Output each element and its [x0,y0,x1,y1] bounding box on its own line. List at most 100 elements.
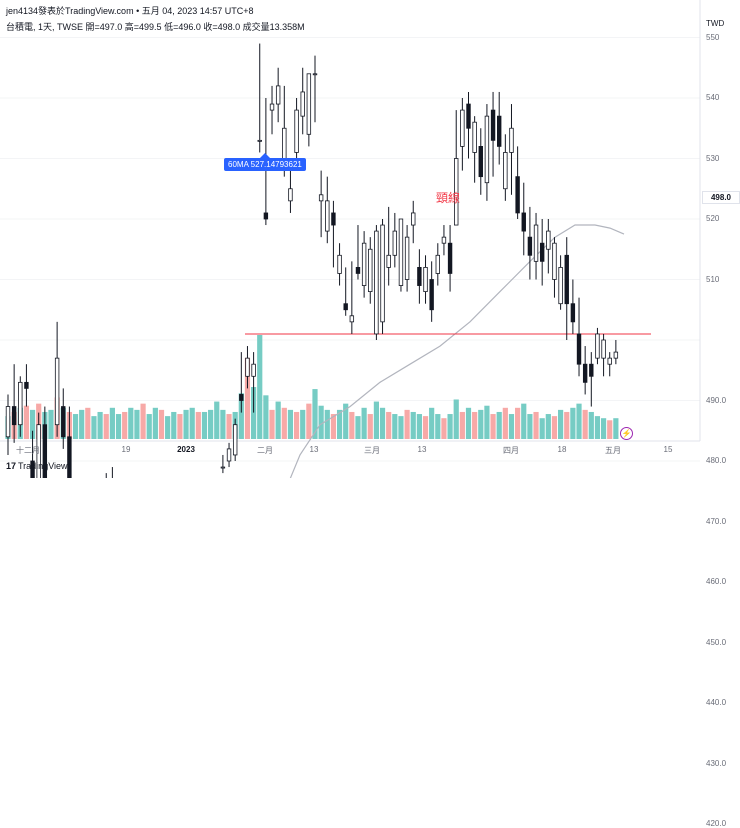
price-tick-label: 420.0 [706,819,727,828]
candle [318,170,324,238]
candle-body [539,242,545,262]
candle [306,73,312,147]
price-tick-label: 480.0 [706,456,727,465]
price-chart[interactable] [0,0,740,478]
volume-bar [435,414,441,439]
candle-body [374,230,379,335]
candle [546,219,551,274]
volume-bar [367,414,373,439]
candle-body [552,242,557,280]
candle-body [318,194,324,202]
candle-body [411,212,416,226]
candle [11,364,17,443]
candle-body [484,115,490,184]
volume-bar [177,414,183,439]
volume-bar [312,389,318,439]
candle [613,340,619,365]
volume-bar [336,409,343,439]
volume-bar [257,335,263,439]
candle [515,146,520,219]
volume-bar [343,403,349,439]
volume-bar [140,403,146,439]
volume-bar [238,393,244,439]
volume-bar [97,411,103,439]
volume-bar [613,418,619,439]
tradingview-logo[interactable]: 17 TradingView [6,461,68,471]
candle-body [564,254,569,305]
candle [460,98,465,171]
candle [552,237,557,298]
candle [441,225,447,256]
volume-bar [484,405,490,439]
lightning-icon[interactable]: ⚡ [620,427,633,440]
volume-bar [165,416,171,439]
candle-body [30,460,35,478]
price-tick-label: 470.0 [706,516,727,526]
volume-bar [386,411,392,439]
candle [447,225,453,292]
price-tick-label: 440.0 [706,698,727,707]
candle [245,346,250,389]
candle [24,364,29,407]
candle-body [404,236,410,280]
volume-bar [355,416,361,439]
candle-body [429,279,434,311]
volume-bar [72,414,79,439]
time-tick-label: 三月 [364,446,380,455]
volume-bar [244,357,251,439]
volume-bar [251,387,257,439]
volume-bar [558,409,564,439]
candles [5,43,619,478]
volume-bar [300,409,306,439]
volume-bar [29,409,36,439]
candle-body [361,242,367,286]
candle [521,182,526,256]
publisher-line: jen4134發表於TradingView.com • 五月 04, 2023 … [6,6,254,16]
volume-bar [521,403,527,439]
candle-body [503,152,508,190]
volume-bar [48,409,54,439]
candle [496,91,502,165]
time-tick-label: 二月 [257,446,273,455]
candle-body [11,406,17,426]
candle-body [386,254,391,268]
candle-body [509,127,514,153]
volume-bar [189,407,195,439]
candle-body [607,357,612,365]
price-tick-label: 540 [706,93,720,102]
candle-body [582,363,588,383]
candle [312,55,318,123]
time-tick-label: 十二月 [16,446,40,455]
candle [239,352,244,413]
candle-body [472,121,477,153]
candle [337,243,342,286]
candle-body [24,381,29,389]
candle-body [466,103,471,129]
candle [404,225,410,292]
candle [582,346,588,395]
candle [472,116,477,183]
volume-bar [220,409,226,439]
volume-bar [551,416,558,439]
volume-bar [453,399,459,439]
candle-body [460,109,465,147]
candle [251,352,256,413]
volume-bar [422,416,429,439]
volume-bar [429,407,435,439]
candle [533,212,539,280]
volume-bar [545,414,551,439]
candle-body [337,254,342,274]
volume-bar [472,411,478,439]
candle-body [392,230,398,256]
candle-body [496,115,502,147]
candle [30,430,35,478]
candle-body [220,466,226,469]
candle-body [54,357,60,426]
candle [269,85,275,135]
volume-bar [539,418,545,439]
candle-body [521,212,526,232]
candle-body [423,266,428,292]
candle-body [61,406,66,438]
candle [5,394,11,455]
candle-body [67,436,72,478]
